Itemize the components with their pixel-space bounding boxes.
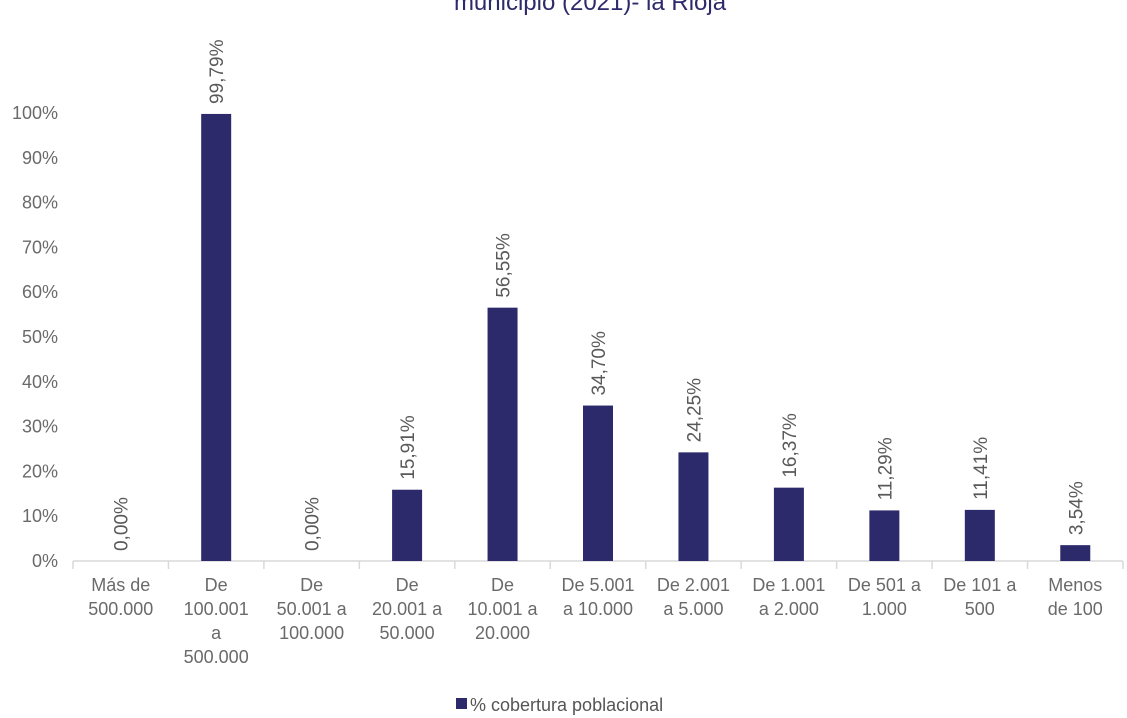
x-tick-label: De 20.001 a 50.000 (372, 575, 443, 643)
data-labels: 0,00% 99,79% 0,00% 15,91% 56,55% 34,70% 24,25%… (112, 39, 1088, 551)
x-tick-label: De 10.001 a 20.000 (468, 575, 539, 643)
y-tick-label: 20% (22, 461, 58, 481)
bar (392, 489, 423, 561)
x-tick-label: De 101 a 500 (943, 575, 1017, 619)
x-tick-label: De 100.001 a 500.000 (184, 575, 249, 667)
bar (773, 487, 804, 561)
x-tick-label: Más de 500.000 (88, 575, 153, 619)
data-label: 99,79% (207, 39, 228, 104)
data-label: 15,91% (398, 415, 419, 480)
y-tick-label: 30% (22, 417, 58, 437)
y-tick-label: 40% (22, 372, 58, 392)
bar (583, 405, 613, 561)
bar (964, 509, 995, 561)
y-tick-label: 100% (12, 103, 58, 123)
bar-series (201, 113, 1091, 562)
bar (487, 307, 518, 561)
y-tick-label: 90% (22, 148, 58, 168)
bar (1060, 545, 1091, 561)
y-axis-ticks: 0% 10% 20% 30% 40% 50% 60% 70% 80% 90% 100% (12, 103, 58, 571)
data-label: 11,29% (875, 437, 896, 500)
y-tick-label: 70% (22, 237, 58, 257)
data-label: 0,00% (112, 497, 133, 551)
y-tick-label: 50% (22, 327, 58, 347)
legend-label: % cobertura poblacional (470, 695, 663, 715)
data-label: 0,00% (303, 497, 324, 551)
x-axis-ticks: Más de 500.000 De 100.001 a 500.000 De 50.001 a… (88, 575, 1103, 667)
bar (678, 452, 709, 561)
x-tick-label: Menos de 100 (1048, 575, 1103, 619)
bar (869, 510, 900, 561)
data-label: 3,54% (1066, 481, 1087, 535)
y-tick-label: 0% (32, 551, 58, 571)
legend-swatch (456, 698, 467, 709)
chart-title: municipio (2021)- la Rioja (454, 0, 727, 16)
data-label: 24,25% (684, 378, 705, 443)
legend: % cobertura poblacional (456, 695, 663, 715)
x-tick-label: De 501 a 1.000 (848, 575, 922, 619)
x-tick-label: De 5.001 a 10.000 (561, 575, 634, 619)
data-label: 16,37% (780, 413, 801, 478)
y-tick-label: 80% (22, 193, 58, 213)
x-tick-label: De 1.001 a 2.000 (752, 575, 825, 619)
data-label: 56,55% (494, 233, 515, 298)
data-label: 34,70% (589, 331, 610, 396)
x-axis-tick-marks (72, 561, 1124, 569)
x-tick-label: De 2.001 a 5.000 (657, 575, 730, 619)
data-label: 11,41% (971, 437, 992, 500)
y-tick-label: 60% (22, 282, 58, 302)
x-tick-label: De 50.001 a 100.000 (277, 575, 348, 643)
y-tick-label: 10% (22, 506, 58, 526)
bar (201, 113, 232, 562)
